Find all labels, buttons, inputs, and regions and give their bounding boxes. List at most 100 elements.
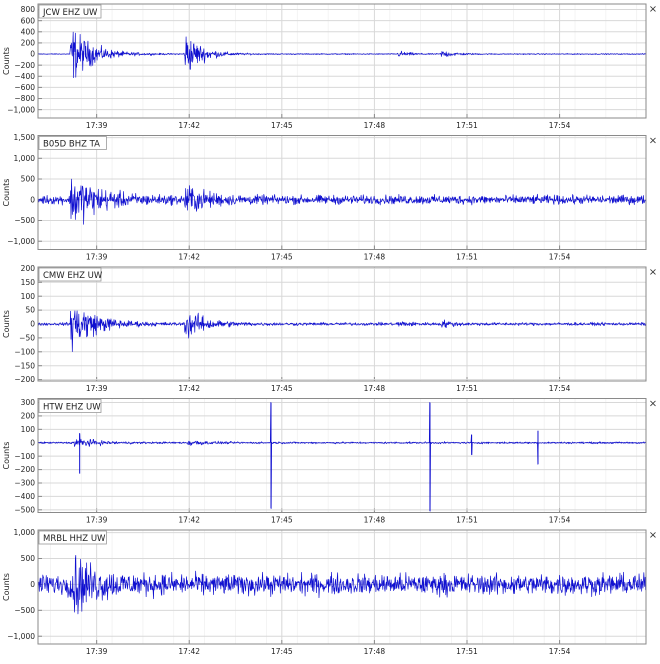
station-label: MRBL HHZ UW xyxy=(43,534,106,544)
plot-frame xyxy=(37,398,647,513)
x-tick-label: 17:39 xyxy=(86,253,108,262)
station-label-box xyxy=(38,4,102,19)
y-tick-label: −500 xyxy=(14,606,35,615)
y-tick-label: −600 xyxy=(14,83,35,92)
close-panel-button[interactable]: × xyxy=(649,4,657,15)
y-tick-label: −500 xyxy=(14,216,35,225)
x-tick-label: 17:42 xyxy=(178,121,200,130)
y-tick-label: −100 xyxy=(14,452,35,461)
close-panel-button[interactable]: × xyxy=(649,267,657,278)
station-label: CMW EHZ UW xyxy=(43,271,103,281)
waveform-trace xyxy=(37,178,647,225)
station-label: HTW EHZ UW xyxy=(43,403,101,413)
y-tick-label: 100 xyxy=(21,425,36,434)
x-tick-label: 17:48 xyxy=(364,253,386,262)
y-tick-label: 50 xyxy=(25,306,35,315)
y-tick-label: 300 xyxy=(21,398,36,407)
seismogram-panel: 17:39 17:42 17:45 17:48 17:51 17:54 800 600 400 2… xyxy=(2,3,657,130)
y-tick-label: −400 xyxy=(14,492,35,501)
y-tick-label: −100 xyxy=(14,347,35,356)
x-tick-label: 17:42 xyxy=(178,253,200,262)
plot-frame xyxy=(37,266,647,382)
seismogram-panel: 17:39 17:42 17:45 17:48 17:51 17:54 300 200 100 0… xyxy=(2,398,657,525)
x-tick-label: 17:54 xyxy=(549,516,571,525)
x-tick-label: 17:51 xyxy=(456,647,478,656)
y-tick-label: 0 xyxy=(30,438,35,447)
x-tick-label: 17:39 xyxy=(86,121,108,130)
x-tick-label: 17:45 xyxy=(271,647,293,656)
y-tick-label: −800 xyxy=(14,94,35,103)
plot-frame xyxy=(37,529,647,645)
waveform-trace xyxy=(37,554,647,615)
plot-frame xyxy=(37,135,647,250)
station-label-box xyxy=(38,530,107,545)
close-panel-button[interactable]: × xyxy=(649,399,657,410)
y-axis-label: Counts xyxy=(2,47,11,75)
y-tick-label: 0 xyxy=(30,320,35,329)
y-tick-label: −150 xyxy=(14,361,35,370)
seismogram-panel: 17:39 17:42 17:45 17:48 17:51 17:54 1,000 500 0 −… xyxy=(2,528,657,656)
x-tick-label: 17:39 xyxy=(86,647,108,656)
y-tick-label: −200 xyxy=(14,465,35,474)
y-axis-label: Counts xyxy=(2,179,11,207)
x-tick-label: 17:54 xyxy=(549,253,571,262)
y-tick-label: −1,000 xyxy=(7,237,35,246)
x-tick-label: 17:45 xyxy=(271,384,293,393)
y-tick-label: 1,000 xyxy=(14,528,36,537)
x-tick-label: 17:48 xyxy=(364,384,386,393)
waveform-trace xyxy=(37,402,647,512)
seismogram-panel: 17:39 17:42 17:45 17:48 17:51 17:54 1,500 1,000… xyxy=(2,133,657,261)
waveform-trace xyxy=(37,310,647,352)
y-tick-label: −200 xyxy=(14,375,35,384)
plot-area xyxy=(38,398,646,513)
station-label-box xyxy=(38,399,102,413)
x-tick-label: 17:45 xyxy=(271,253,293,262)
x-tick-label: 17:45 xyxy=(271,121,293,130)
y-tick-label: 800 xyxy=(21,5,36,14)
y-axis-label: Counts xyxy=(2,442,11,470)
y-tick-label: −500 xyxy=(14,505,35,514)
x-tick-label: 17:48 xyxy=(364,647,386,656)
y-axis-label: Counts xyxy=(2,573,11,601)
x-tick-label: 17:51 xyxy=(456,516,478,525)
close-panel-button[interactable]: × xyxy=(649,136,657,147)
x-tick-label: 17:51 xyxy=(456,121,478,130)
x-tick-label: 17:54 xyxy=(549,121,571,130)
y-tick-label: −1,000 xyxy=(7,632,35,641)
y-tick-label: 1,500 xyxy=(14,133,36,142)
station-label-box xyxy=(38,136,107,150)
y-tick-label: 200 xyxy=(21,412,36,421)
plot-area xyxy=(38,135,646,250)
plot-frame xyxy=(37,3,647,119)
station-label-box xyxy=(38,267,102,282)
y-tick-label: 0 xyxy=(30,195,35,204)
y-tick-label: 200 xyxy=(21,264,36,273)
y-tick-label: 500 xyxy=(21,175,36,184)
y-tick-label: −400 xyxy=(14,72,35,81)
x-tick-label: 17:39 xyxy=(86,384,108,393)
x-tick-label: 17:51 xyxy=(456,253,478,262)
x-tick-label: 17:48 xyxy=(364,121,386,130)
x-tick-label: 17:42 xyxy=(178,647,200,656)
waveform-trace xyxy=(37,31,647,79)
y-tick-label: 1,000 xyxy=(14,154,36,163)
y-tick-label: 400 xyxy=(21,27,36,36)
y-tick-label: 0 xyxy=(30,580,35,589)
x-tick-label: 17:48 xyxy=(364,516,386,525)
x-tick-label: 17:51 xyxy=(456,384,478,393)
x-tick-label: 17:42 xyxy=(178,516,200,525)
x-tick-label: 17:39 xyxy=(86,516,108,525)
x-tick-label: 17:45 xyxy=(271,516,293,525)
y-axis-label: Counts xyxy=(2,310,11,338)
close-panel-button[interactable]: × xyxy=(649,530,657,541)
y-tick-label: 600 xyxy=(21,16,36,25)
y-tick-label: 0 xyxy=(30,50,35,59)
y-tick-label: 200 xyxy=(21,39,36,48)
y-tick-label: 500 xyxy=(21,554,36,563)
y-tick-label: −50 xyxy=(19,334,35,343)
x-tick-label: 17:54 xyxy=(549,384,571,393)
y-tick-label: 100 xyxy=(21,292,36,301)
y-tick-label: −300 xyxy=(14,479,35,488)
